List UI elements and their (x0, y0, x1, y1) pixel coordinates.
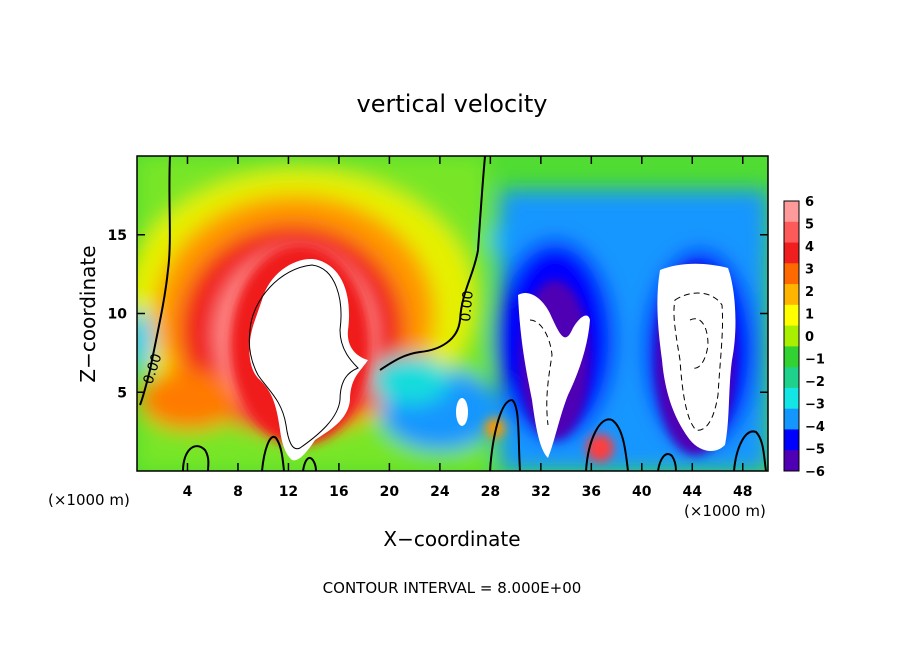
colorbar-swatch (784, 242, 799, 264)
x-tick-label: 12 (279, 484, 298, 500)
colorbar-swatch (784, 408, 799, 430)
colorbar-swatch (784, 263, 799, 285)
zero-contour-cell-5 (585, 418, 629, 471)
colorbar-swatch (784, 201, 799, 223)
cell-red-36km (586, 434, 614, 462)
cell-orange-30km (485, 418, 505, 438)
region-lowlevel-cyan (370, 355, 450, 405)
x-tick-label: 4 (183, 484, 193, 500)
y-axis-label: Z−coordinate (76, 245, 100, 382)
x-tick-label: 28 (481, 484, 500, 500)
x-axis: 4 8 12 16 20 24 28 32 36 40 44 48 (183, 156, 753, 500)
negative-contour-1 (529, 319, 553, 426)
colorbar-label: −5 (805, 443, 825, 458)
colorbar-label: 3 (805, 263, 814, 278)
contour-label-middle: 0.00 (458, 290, 477, 322)
contour-interval-note: CONTOUR INTERVAL = 8.000E+00 (323, 579, 582, 597)
colorbar-label: −4 (805, 420, 825, 435)
updraft-white-core (249, 259, 368, 461)
positive-contour (248, 264, 359, 450)
zero-contour-cell-4 (489, 398, 521, 471)
downdraft-white-core-1 (518, 292, 590, 458)
x-tick-label: 20 (380, 484, 400, 500)
y-axis: 5 10 15 (108, 228, 768, 401)
colorbar-label: 1 (805, 308, 814, 323)
colorbar-label: 6 (805, 195, 814, 210)
negative-contour-2 (673, 292, 724, 431)
colorbar-label: −6 (805, 465, 825, 480)
colorbar-swatch (784, 221, 799, 244)
negative-contour-3 (689, 318, 709, 369)
zero-contour-cell-3 (302, 456, 317, 471)
y-tick-label: 15 (108, 228, 127, 244)
colorbar-swatch (784, 325, 799, 347)
zero-contour-left (139, 156, 171, 406)
zero-contour-cell-1 (182, 445, 210, 471)
x-tick-label: 36 (582, 484, 601, 500)
colorbar-swatch (784, 429, 799, 451)
region-left-blue-edge (137, 310, 152, 370)
colorbar-swatch (784, 304, 799, 327)
downdraft-white-small (456, 398, 468, 426)
colorbar-label: −3 (805, 398, 825, 413)
colorbar-swatch (784, 367, 799, 389)
zero-contour-cell-7 (733, 430, 767, 471)
colorbar-label: 2 (805, 285, 814, 300)
colorbar-label: −1 (805, 353, 825, 368)
colorbar-swatch (784, 387, 799, 410)
colorbar: 6 5 4 3 2 1 0 −1 −2 −3 −4 −5 −6 (783, 195, 825, 480)
colorbar-swatch (784, 346, 799, 368)
plot-area: 0.00 0.00 (137, 156, 768, 471)
colorbar-label: −2 (805, 375, 825, 390)
y-tick-label: 10 (108, 307, 128, 323)
x-tick-label: 40 (632, 484, 652, 500)
colorbar-swatch (784, 284, 799, 306)
region-left-orange-cells (140, 370, 240, 430)
colorbar-label: 0 (805, 330, 814, 345)
chart-title: vertical velocity (357, 90, 548, 118)
colorbar-label: 5 (805, 218, 814, 233)
colorbar-swatch (784, 450, 799, 472)
x-tick-label: 32 (531, 484, 550, 500)
colorbar-frame (783, 200, 800, 472)
x-tick-label: 24 (430, 484, 450, 500)
colorbar-label: 4 (805, 240, 814, 255)
x-tick-label: 16 (329, 484, 348, 500)
x-tick-label: 44 (683, 484, 703, 500)
x-axis-label: X−coordinate (383, 527, 520, 551)
x-unit-left: (×1000 m) (48, 491, 130, 509)
zero-contour-cell-2 (261, 435, 285, 471)
x-tick-label: 48 (733, 484, 752, 500)
zero-contour-cell-6 (657, 453, 677, 471)
y-tick-label: 5 (117, 385, 127, 401)
x-tick-label: 8 (233, 484, 243, 500)
zero-contour-middle (379, 156, 486, 371)
x-unit-right: (×1000 m) (684, 502, 766, 520)
